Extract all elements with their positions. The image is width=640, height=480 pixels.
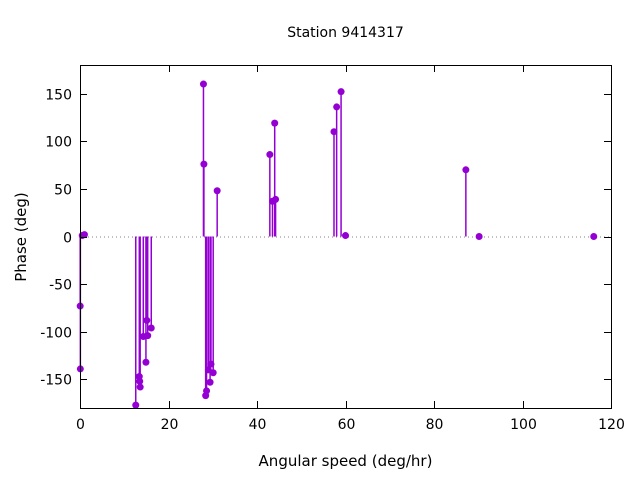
- chart-title: Station 9414317: [287, 25, 404, 41]
- stem-series: [76, 80, 598, 409]
- data-point: [271, 119, 279, 127]
- y-axis-ticks: -150 -100 -50 0 50 100 150: [40, 88, 611, 389]
- data-point: [142, 358, 150, 366]
- data-point: [330, 128, 338, 136]
- y-axis-label: Phase (deg): [12, 192, 30, 282]
- data-point: [136, 383, 144, 391]
- x-axis-label: Angular speed (deg/hr): [258, 452, 433, 470]
- data-point: [132, 401, 140, 409]
- data-point: [337, 88, 345, 96]
- data-point: [266, 151, 274, 159]
- data-point: [342, 232, 349, 240]
- x-tick-label: 60: [338, 417, 356, 433]
- data-point: [136, 377, 144, 385]
- data-point: [143, 316, 151, 324]
- data-point: [200, 160, 208, 168]
- data-point: [475, 233, 483, 240]
- data-point: [203, 387, 211, 395]
- x-axis-ticks: 0 20 40 60 80 100 120: [76, 65, 625, 433]
- y-tick-label: -50: [49, 278, 72, 294]
- data-point: [206, 378, 214, 386]
- x-tick-label: 80: [426, 417, 444, 433]
- data-point: [199, 80, 207, 88]
- x-tick-label: 120: [598, 417, 625, 433]
- x-tick-label: 100: [510, 417, 537, 433]
- y-tick-label: -150: [40, 373, 72, 389]
- data-point: [213, 187, 221, 195]
- x-tick-label: 40: [249, 417, 267, 433]
- data-point: [462, 166, 470, 174]
- data-point: [80, 231, 88, 239]
- data-point: [590, 233, 598, 240]
- data-point: [147, 324, 155, 332]
- data-point: [144, 332, 152, 340]
- x-tick-label: 0: [76, 417, 85, 433]
- data-point: [209, 369, 217, 377]
- y-tick-label: 100: [45, 135, 72, 151]
- data-point: [272, 195, 280, 203]
- data-point: [207, 360, 215, 368]
- y-tick-label: 50: [54, 183, 72, 199]
- y-tick-label: -100: [40, 326, 72, 342]
- x-tick-label: 20: [161, 417, 179, 433]
- y-tick-label: 150: [45, 88, 72, 104]
- data-point: [333, 103, 341, 111]
- y-tick-label: 0: [63, 231, 72, 247]
